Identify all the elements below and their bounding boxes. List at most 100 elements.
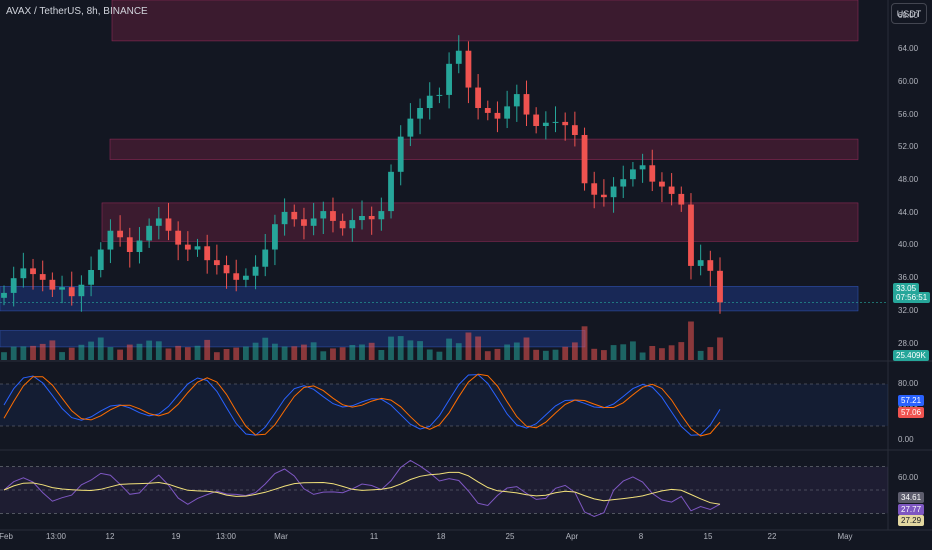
candle-body bbox=[659, 181, 665, 187]
volume-bar bbox=[668, 345, 675, 360]
price-tick: 40.00 bbox=[898, 240, 919, 250]
candle-body bbox=[330, 211, 336, 221]
time-tick: 22 bbox=[767, 532, 777, 541]
candle-body bbox=[20, 268, 27, 279]
candle-body bbox=[581, 135, 588, 184]
volume-bar bbox=[552, 349, 559, 360]
volume-bar bbox=[707, 347, 714, 360]
stoch-tick: 80.00 bbox=[898, 379, 919, 388]
candle-body bbox=[523, 94, 530, 115]
candle-body bbox=[388, 171, 394, 212]
volume-bar bbox=[523, 337, 530, 360]
candle-body bbox=[262, 249, 269, 267]
volume-bar bbox=[97, 337, 104, 360]
candle-body bbox=[291, 211, 298, 220]
volume-bar bbox=[88, 341, 94, 360]
candle-body bbox=[146, 225, 153, 241]
volume-bar bbox=[639, 352, 646, 360]
candle-body bbox=[533, 114, 540, 126]
candle-body bbox=[49, 279, 56, 290]
volume-bar bbox=[475, 336, 482, 360]
volume-bar bbox=[107, 347, 114, 360]
volume-bar bbox=[204, 339, 211, 360]
volume-bar bbox=[126, 344, 133, 360]
volume-bar bbox=[20, 346, 27, 360]
time-tick: 11 bbox=[369, 532, 379, 541]
candle-body bbox=[562, 121, 569, 126]
price-tick: 48.00 bbox=[898, 175, 919, 184]
volume-bar bbox=[678, 342, 685, 360]
volume-bar bbox=[562, 346, 569, 360]
rsi-line bbox=[3, 459, 721, 518]
volume-bar bbox=[397, 336, 404, 360]
candle-body bbox=[591, 183, 598, 195]
candle-body bbox=[175, 230, 182, 245]
price-tick: 52.00 bbox=[898, 142, 919, 152]
volume-bar bbox=[117, 349, 124, 360]
supply-zone bbox=[111, 0, 859, 42]
volume-bar bbox=[78, 344, 85, 360]
volume-bar bbox=[136, 343, 143, 360]
volume-bar bbox=[194, 345, 201, 360]
candle-body bbox=[717, 270, 723, 303]
volume-bar bbox=[494, 348, 501, 360]
volume-bar bbox=[465, 332, 472, 360]
candle-body bbox=[678, 193, 685, 205]
time-tick: May bbox=[837, 532, 853, 541]
volume-bar bbox=[455, 343, 462, 360]
time-tick: Mar bbox=[274, 532, 288, 541]
candle-body bbox=[310, 218, 317, 226]
volume-bar bbox=[688, 321, 694, 360]
candle-body bbox=[455, 50, 462, 64]
volume-bar bbox=[610, 345, 617, 360]
rsi-ma-line bbox=[3, 471, 721, 505]
candle-body bbox=[117, 230, 124, 238]
volume-bar bbox=[571, 342, 578, 360]
candle-body bbox=[688, 204, 694, 266]
volume-bar bbox=[388, 336, 394, 360]
stoch-tick: 0.00 bbox=[898, 435, 914, 444]
volume-bar bbox=[155, 341, 162, 360]
candle-body bbox=[707, 260, 714, 271]
candle-body bbox=[165, 218, 172, 231]
volume-bar bbox=[59, 352, 65, 360]
volume-bar bbox=[484, 351, 491, 360]
candle-body bbox=[484, 108, 491, 113]
candle-body bbox=[649, 165, 656, 182]
candle-body bbox=[213, 260, 220, 266]
time-tick: 12 bbox=[105, 532, 115, 541]
candle-body bbox=[552, 121, 559, 123]
volume-bar bbox=[368, 342, 375, 360]
candle-body bbox=[126, 237, 133, 252]
rsi-tick: 60.00 bbox=[898, 473, 919, 483]
candle-body bbox=[610, 186, 617, 198]
candle-body bbox=[194, 246, 201, 250]
volume-bar bbox=[407, 340, 414, 360]
rsi-value-badge-2: 27.77 bbox=[898, 504, 925, 515]
candle-body bbox=[242, 275, 249, 280]
volume-bar bbox=[146, 340, 153, 360]
demand-zone bbox=[0, 330, 586, 348]
volume-bar bbox=[417, 341, 423, 360]
candle-body bbox=[30, 268, 36, 275]
candle-body bbox=[639, 165, 646, 170]
volume-bar bbox=[378, 350, 385, 360]
candle-body bbox=[10, 278, 17, 293]
candle-body bbox=[513, 94, 520, 107]
time-tick: 18 bbox=[436, 532, 446, 541]
price-tick: 28.00 bbox=[898, 338, 919, 348]
candle-body bbox=[59, 287, 65, 290]
candle-body bbox=[155, 218, 162, 226]
volume-bar bbox=[349, 345, 356, 360]
currency-button[interactable]: USDT bbox=[891, 3, 927, 24]
volume-bar bbox=[426, 349, 433, 360]
price-tick: 60.00 bbox=[898, 76, 919, 86]
price-tick: 32.00 bbox=[898, 305, 919, 315]
volume-bar bbox=[272, 343, 278, 360]
candle-body bbox=[494, 112, 501, 119]
stoch-k-badge: 57.21 bbox=[898, 395, 925, 406]
volume-bar bbox=[281, 346, 288, 360]
candle-body bbox=[504, 106, 511, 119]
volume-bar bbox=[262, 337, 269, 360]
